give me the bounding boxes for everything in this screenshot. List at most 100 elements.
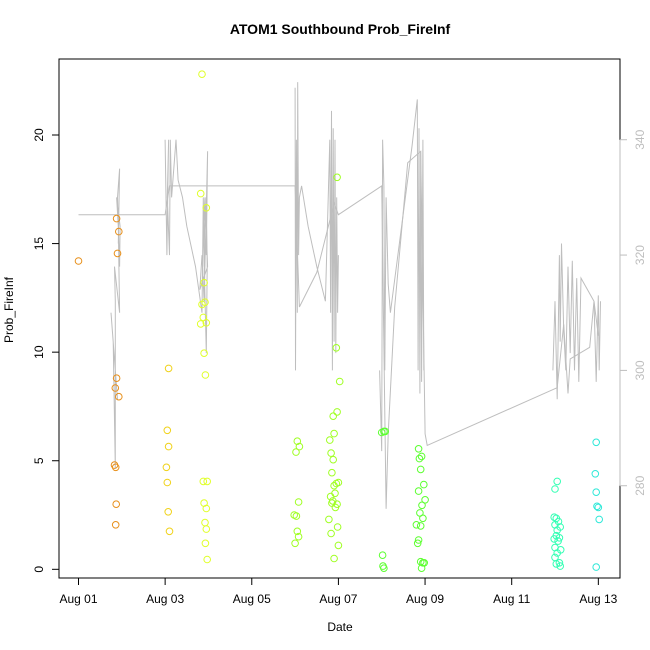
data-point xyxy=(414,445,423,453)
data-point xyxy=(553,549,562,557)
x-axis: Aug 01 Aug 03 Aug 05 Aug 07 Aug 09 Aug 11 Aug … xyxy=(59,577,618,606)
data-point xyxy=(294,532,303,541)
y-tick-label: 5 xyxy=(32,457,46,464)
data-point xyxy=(418,501,426,510)
data-point xyxy=(115,227,123,236)
data-point xyxy=(553,526,562,535)
temperature-burst-1 xyxy=(164,139,209,354)
data-point xyxy=(200,349,208,358)
y-tick-label: 10 xyxy=(32,345,46,359)
data-point xyxy=(555,559,564,567)
data-point xyxy=(595,515,604,524)
data-point xyxy=(416,465,425,474)
data-point xyxy=(165,527,174,536)
data-point xyxy=(550,535,559,543)
data-point xyxy=(591,470,600,478)
data-point xyxy=(162,463,171,472)
data-point xyxy=(164,508,172,516)
temperature-line xyxy=(78,150,599,509)
data-point xyxy=(196,320,205,328)
data-point xyxy=(200,278,208,287)
y-tick-label: 20 xyxy=(32,128,46,142)
plot-area xyxy=(58,58,621,579)
data-point xyxy=(327,449,335,457)
y-axis-label: Prob_FireInf xyxy=(2,276,16,343)
data-point xyxy=(112,500,120,509)
data-point xyxy=(416,522,425,530)
data-point xyxy=(198,70,206,78)
data-point xyxy=(199,477,208,486)
data-point xyxy=(552,560,561,568)
data-point xyxy=(553,477,562,486)
data-point xyxy=(201,539,210,548)
data-point xyxy=(378,551,387,560)
data-point xyxy=(592,563,601,571)
data-point xyxy=(334,478,343,487)
data-point xyxy=(334,541,343,550)
data-point xyxy=(414,487,423,495)
data-point xyxy=(413,539,422,548)
data-point xyxy=(594,503,603,512)
y2-tick-label: 300 xyxy=(633,360,647,380)
data-point xyxy=(112,374,121,383)
secondary-y-axis: 280 300 320 340 xyxy=(619,129,647,496)
y2-tick-label: 280 xyxy=(633,475,647,495)
data-point xyxy=(414,536,423,544)
data-point xyxy=(329,455,338,464)
data-point xyxy=(201,518,209,527)
x-tick-label: Aug 11 xyxy=(493,592,530,606)
data-point xyxy=(327,529,335,538)
data-point xyxy=(203,555,211,564)
data-point xyxy=(163,426,172,435)
data-point xyxy=(113,249,122,258)
data-point xyxy=(412,521,421,529)
chart-title: ATOM1 Southbound Prob_FireInf xyxy=(230,21,451,37)
data-point xyxy=(202,319,211,327)
data-point xyxy=(556,562,565,570)
data-point xyxy=(115,392,123,401)
data-point xyxy=(330,429,338,438)
data-point xyxy=(295,442,304,451)
x-tick-label: Aug 09 xyxy=(406,592,444,606)
x-tick-label: Aug 01 xyxy=(59,592,97,606)
y-tick-label: 15 xyxy=(32,237,46,251)
point-layer xyxy=(74,70,604,573)
y-axis: 0 5 10 15 20 xyxy=(32,128,60,573)
data-point xyxy=(421,496,429,504)
data-point xyxy=(328,468,336,477)
data-point xyxy=(292,448,300,456)
data-point xyxy=(551,485,559,493)
data-point xyxy=(111,521,120,529)
x-tick-label: Aug 13 xyxy=(579,592,617,606)
data-point xyxy=(554,537,562,545)
temperature-burst-2 xyxy=(294,82,339,371)
data-point xyxy=(331,489,339,498)
temperature-burst-4 xyxy=(552,243,601,400)
data-point xyxy=(164,442,173,451)
data-point xyxy=(203,477,211,486)
data-point xyxy=(292,512,301,520)
data-point xyxy=(201,371,210,379)
x-tick-label: Aug 07 xyxy=(319,592,357,606)
temperature-burst-0 xyxy=(110,168,121,469)
x-tick-label: Aug 05 xyxy=(233,592,271,606)
data-point xyxy=(74,257,83,265)
data-point xyxy=(201,298,209,307)
data-point xyxy=(417,564,426,573)
data-point xyxy=(592,488,601,497)
data-point xyxy=(335,377,344,386)
data-point xyxy=(333,173,341,182)
data-point xyxy=(333,523,342,531)
data-point xyxy=(196,189,205,198)
data-point xyxy=(325,515,333,524)
data-point xyxy=(592,438,601,447)
y2-tick-label: 340 xyxy=(633,129,647,149)
data-point xyxy=(111,384,120,392)
y-tick-label: 0 xyxy=(32,566,46,573)
data-point xyxy=(202,504,211,513)
data-point xyxy=(593,502,601,511)
data-point xyxy=(112,214,121,223)
y2-tick-label: 320 xyxy=(633,245,647,265)
line-layer xyxy=(78,82,601,509)
